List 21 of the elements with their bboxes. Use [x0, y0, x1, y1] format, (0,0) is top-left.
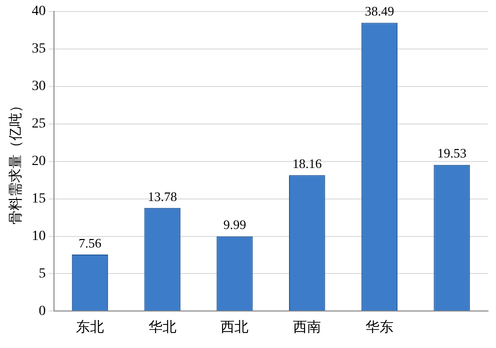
data-label: 13.78: [148, 188, 177, 204]
x-tick-label: 西南: [293, 319, 322, 336]
x-tick-label: 华东: [365, 319, 394, 336]
y-tick-label: 40: [32, 4, 46, 20]
y-tick-label: 5: [38, 266, 46, 282]
x-tick-label: 西北: [220, 319, 249, 336]
data-label: 18.16: [292, 156, 322, 172]
data-label: 9.99: [223, 217, 246, 232]
y-tick-label: 0: [38, 304, 46, 319]
y-tick-label: 25: [32, 116, 46, 132]
y-axis-title: 骨料需求量（亿吨）: [8, 98, 24, 224]
x-tick-label: 华北: [148, 319, 176, 336]
y-tick-label: 35: [32, 42, 46, 57]
y-tick-label: 30: [32, 79, 46, 94]
data-label: 38.49: [364, 4, 394, 19]
x-tick-label: 东北: [76, 319, 104, 336]
data-label: 19.53: [437, 146, 466, 161]
data-label: 7.56: [78, 235, 102, 250]
y-tick-label: 20: [32, 154, 46, 169]
y-tick-label: 10: [32, 228, 46, 244]
y-tick-label: 15: [32, 191, 46, 206]
